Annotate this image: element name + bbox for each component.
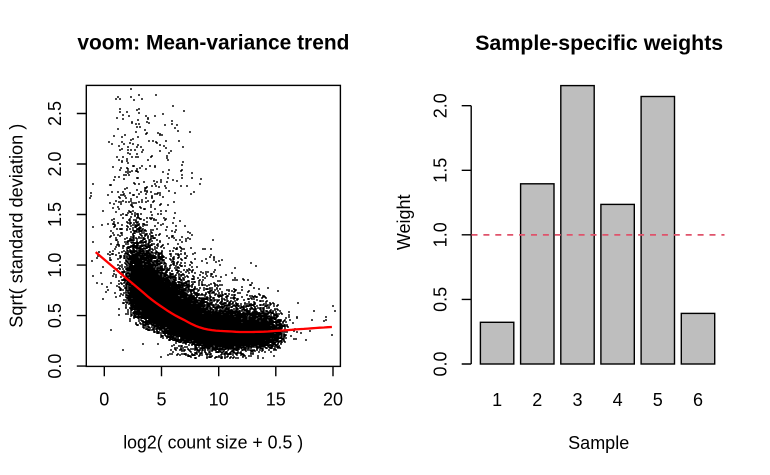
- svg-text:voom: Mean-variance trend: voom: Mean-variance trend: [77, 31, 349, 55]
- svg-text:15: 15: [266, 390, 286, 410]
- svg-text:Weight: Weight: [394, 194, 414, 250]
- svg-text:4: 4: [613, 390, 623, 410]
- svg-text:log2( count size + 0.5 ): log2( count size + 0.5 ): [123, 432, 303, 452]
- svg-text:0: 0: [99, 390, 109, 410]
- svg-text:5: 5: [156, 390, 166, 410]
- svg-text:2.0: 2.0: [45, 151, 65, 176]
- svg-text:6: 6: [693, 390, 703, 410]
- svg-text:1.0: 1.0: [430, 222, 450, 247]
- svg-text:10: 10: [209, 390, 229, 410]
- svg-text:0.5: 0.5: [45, 303, 65, 328]
- svg-text:2.0: 2.0: [430, 93, 450, 118]
- svg-text:Sqrt( standard deviation ): Sqrt( standard deviation ): [7, 124, 27, 328]
- svg-text:0.0: 0.0: [45, 354, 65, 379]
- svg-text:20: 20: [323, 390, 343, 410]
- svg-text:1.5: 1.5: [430, 158, 450, 183]
- svg-text:5: 5: [653, 390, 663, 410]
- svg-text:1.0: 1.0: [45, 253, 65, 278]
- svg-text:3: 3: [572, 390, 582, 410]
- svg-text:1.5: 1.5: [45, 202, 65, 227]
- svg-text:Sample: Sample: [568, 433, 629, 453]
- svg-text:1: 1: [492, 390, 502, 410]
- svg-text:2.5: 2.5: [45, 101, 65, 126]
- svg-text:Sample-specific weights: Sample-specific weights: [475, 31, 723, 55]
- svg-text:2: 2: [532, 390, 542, 410]
- svg-text:0.5: 0.5: [430, 287, 450, 312]
- svg-text:0.0: 0.0: [430, 351, 450, 376]
